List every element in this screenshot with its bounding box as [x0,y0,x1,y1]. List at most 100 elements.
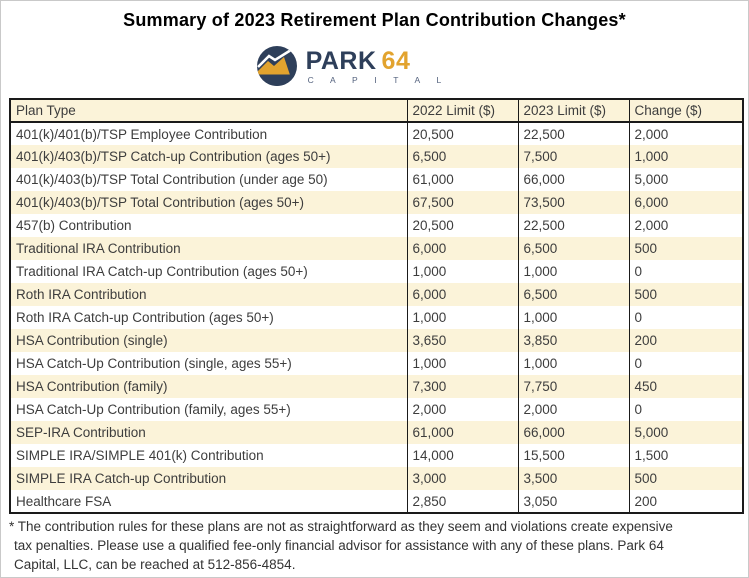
limit-2022-cell: 61,000 [406,168,518,191]
plan-type-cell: 401(k)/403(b)/TSP Total Contribution (ag… [10,191,407,214]
logo-name: PARK 64 [306,48,449,74]
table-row: Roth IRA Contribution 6,000 6,500 500 [10,283,743,306]
limit-2023-cell: 22,500 [517,214,629,237]
limit-2022-cell: 6,000 [406,283,518,306]
plan-type-cell: HSA Contribution (family) [10,375,407,398]
plan-type-cell: HSA Catch-Up Contribution (single, ages … [16,356,292,371]
change-cell: 2,000 [628,122,743,145]
table-row: SEP-IRA Contribution 61,000 66,000 5,000 [10,421,743,444]
table-row: 457(b) Contribution 20,500 22,500 2,000 [10,214,743,237]
table-row: HSA Catch-Up Contribution (single, ages … [10,352,743,375]
plan-type-cell: 401(k)/403(b)/TSP Total Contribution (un… [16,172,328,187]
change-cell: 1,000 [628,145,743,168]
column-header-2023-limit: 2023 Limit ($) [517,99,629,123]
limit-2023-cell: 3,050 [517,490,629,513]
change-cell: 0 [628,352,743,375]
limit-2022-cell: 14,000 [406,444,518,467]
change-cell: 450 [628,375,743,398]
limit-2023-cell: 73,500 [517,191,629,214]
limit-2023-cell: 1,000 [517,260,629,283]
plan-type-cell: Traditional IRA Catch-up Contribution (a… [16,264,308,279]
column-header-change: Change ($) [628,99,743,123]
page-title: Summary of 2023 Retirement Plan Contribu… [123,10,626,30]
column-header-plan-type: Plan Type [10,99,407,123]
limit-2023-cell: 15,500 [517,444,629,467]
table-row: Traditional IRA Contribution 6,000 6,500 50… [10,237,743,260]
limit-2023-cell: 66,000 [517,421,629,444]
logo-subtitle: C A P I T A L [307,74,449,85]
table-row: 401(k)/403(b)/TSP Total Contribution (ag… [10,191,743,214]
plan-type-cell: HSA Catch-Up Contribution (family, ages … [16,402,291,417]
plan-type-cell: Roth IRA Contribution [10,283,407,306]
plan-type-cell: 457(b) Contribution [16,218,132,233]
change-cell: 2,000 [628,214,743,237]
limit-2023-cell: 1,000 [517,306,629,329]
table-row: Healthcare FSA 2,850 3,050 200 [10,490,743,513]
limit-2022-cell: 3,650 [406,329,518,352]
table-row: 401(k)/403(b)/TSP Total Contribution (un… [10,168,743,191]
limit-2023-cell: 6,500 [517,283,629,306]
change-cell: 500 [628,467,743,490]
limit-2022-cell: 61,000 [406,421,518,444]
limit-2023-cell: 22,500 [517,122,629,145]
plan-type-cell: 401(k)/401(b)/TSP Employee Contribution [16,126,268,142]
plan-type-cell: SEP-IRA Contribution [10,421,407,444]
limit-2022-cell: 1,000 [406,352,518,375]
limit-2023-cell: 7,750 [517,375,629,398]
limit-2023-cell: 66,000 [517,168,629,191]
footnote: * The contribution rules for these plans… [9,517,744,575]
change-cell: 1,500 [628,444,743,467]
footnote-line: * The contribution rules for these plans… [9,519,673,534]
table-row: Roth IRA Catch-up Contribution (ages 50+… [10,306,743,329]
change-cell: 0 [628,398,743,421]
change-cell: 0 [628,306,743,329]
footnote-line: Capital, LLC, can be reached at 512-856-… [14,557,296,573]
change-cell: 500 [628,237,743,260]
change-cell: 5,000 [628,168,743,191]
plan-type-cell: Healthcare FSA [16,493,112,509]
plan-type-cell: SIMPLE IRA/SIMPLE 401(k) Contribution [16,448,264,463]
limit-2022-cell: 6,500 [406,145,518,168]
change-cell: 5,000 [628,421,743,444]
table-body: 401(k)/401(b)/TSP Employee Contribution 2… [10,122,743,513]
change-cell: 6,000 [628,191,743,214]
park64-logo: PARK 64 C A P I T A L [256,46,449,86]
limit-2022-cell: 1,000 [406,260,518,283]
plan-type-cell: Traditional IRA Contribution [10,237,407,260]
limit-2022-cell: 7,300 [406,375,518,398]
limit-2023-cell: 7,500 [517,145,629,168]
table-header-row: Plan Type 2022 Limit ($) 2023 Limit ($) … [10,99,743,123]
table-row: HSA Contribution (family) 7,300 7,750 450 [10,375,743,398]
contribution-limits-table: Plan Type 2022 Limit ($) 2023 Limit ($) … [9,98,744,514]
limit-2023-cell: 2,000 [517,398,629,421]
logo-text: PARK 64 C A P I T A L [306,48,449,85]
plan-type-cell: HSA Contribution (single) [10,329,407,352]
logo-name-64: 64 [381,46,411,75]
table-row: 401(k)/401(b)/TSP Employee Contribution 2… [10,122,743,145]
table-row: SIMPLE IRA/SIMPLE 401(k) Contribution 14,… [10,444,743,467]
logo-container: PARK 64 C A P I T A L [1,46,748,86]
change-cell: 200 [628,329,743,352]
limit-2022-cell: 20,500 [406,214,518,237]
mountain-chart-circle-icon [256,46,297,86]
plan-type-cell: SIMPLE IRA Catch-up Contribution [10,467,407,490]
change-cell: 0 [628,260,743,283]
footnote-line: tax penalties. Please use a qualified fe… [14,538,664,554]
limit-2022-cell: 2,000 [406,398,518,421]
table-row: Traditional IRA Catch-up Contribution (a… [10,260,743,283]
limit-2023-cell: 3,850 [517,329,629,352]
change-cell: 200 [628,490,743,513]
plan-type-cell: Roth IRA Catch-up Contribution (ages 50+… [16,310,274,325]
table-row: HSA Contribution (single) 3,650 3,850 200 [10,329,743,352]
limit-2022-cell: 20,500 [406,122,518,145]
change-cell: 500 [628,283,743,306]
table-row: 401(k)/403(b)/TSP Catch-up Contribution … [10,145,743,168]
limit-2022-cell: 1,000 [406,306,518,329]
limit-2023-cell: 3,500 [517,467,629,490]
limit-2022-cell: 2,850 [406,490,518,513]
limit-2022-cell: 3,000 [406,467,518,490]
limit-2022-cell: 6,000 [406,237,518,260]
logo-name-park: PARK [305,46,377,75]
plan-type-cell: 401(k)/403(b)/TSP Catch-up Contribution … [10,145,407,168]
